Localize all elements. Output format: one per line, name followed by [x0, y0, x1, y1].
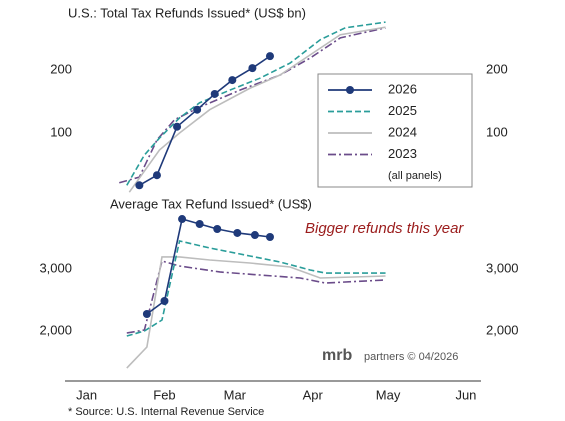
- series-line: [119, 27, 386, 184]
- legend-box: [317, 73, 473, 188]
- x-tick-label: May: [376, 387, 401, 402]
- annotation: Bigger refunds this year: [305, 220, 464, 237]
- point: [152, 171, 161, 180]
- point: [195, 219, 204, 228]
- x-tick-label: Mar: [224, 387, 247, 402]
- y-tick-label: 200: [50, 61, 72, 76]
- point: [193, 105, 202, 114]
- legend-label: 2025: [388, 103, 417, 118]
- y2-tick-label: 200: [486, 61, 508, 76]
- point: [265, 233, 274, 242]
- y2-tick-label: 100: [486, 124, 508, 139]
- point: [250, 231, 259, 240]
- point: [135, 181, 144, 190]
- top-title: U.S.: Total Tax Refunds Issued* (US$ bn): [68, 5, 306, 20]
- y-tick-label: 3,000: [39, 260, 72, 275]
- point: [213, 225, 222, 234]
- series-line: [126, 240, 386, 337]
- credit: partners © 04/2026: [364, 351, 458, 363]
- legend-label: 2023: [388, 146, 417, 161]
- y2-tick-label: 3,000: [486, 260, 519, 275]
- series-line: [126, 21, 386, 186]
- bottom-title: Average Tax Refund Issued* (US$): [110, 196, 312, 211]
- series-line: [128, 26, 386, 193]
- source: * Source: U.S. Internal Revenue Service: [68, 406, 264, 418]
- series-line: [126, 256, 386, 369]
- point: [173, 122, 182, 131]
- series-line: [126, 260, 386, 334]
- point: [160, 296, 169, 305]
- point: [142, 310, 151, 319]
- legend-label: 2024: [388, 124, 417, 139]
- series-line: [138, 55, 271, 186]
- point: [248, 64, 257, 73]
- point: [233, 228, 242, 237]
- x-tick-label: Jun: [455, 387, 476, 402]
- point: [228, 76, 237, 85]
- x-tick-label: Jan: [76, 387, 97, 402]
- y-tick-label: 2,000: [39, 322, 72, 337]
- legend-label: 2026: [388, 81, 417, 96]
- y-tick-label: 100: [50, 124, 72, 139]
- legend-note: (all panels): [388, 170, 442, 182]
- point: [178, 215, 187, 224]
- logo: mrb: [322, 347, 352, 364]
- x-tick-label: Apr: [303, 387, 324, 402]
- point: [265, 52, 274, 61]
- x-tick-label: Feb: [153, 387, 175, 402]
- y2-tick-label: 2,000: [486, 322, 519, 337]
- point: [210, 89, 219, 98]
- legend-marker: [346, 86, 354, 94]
